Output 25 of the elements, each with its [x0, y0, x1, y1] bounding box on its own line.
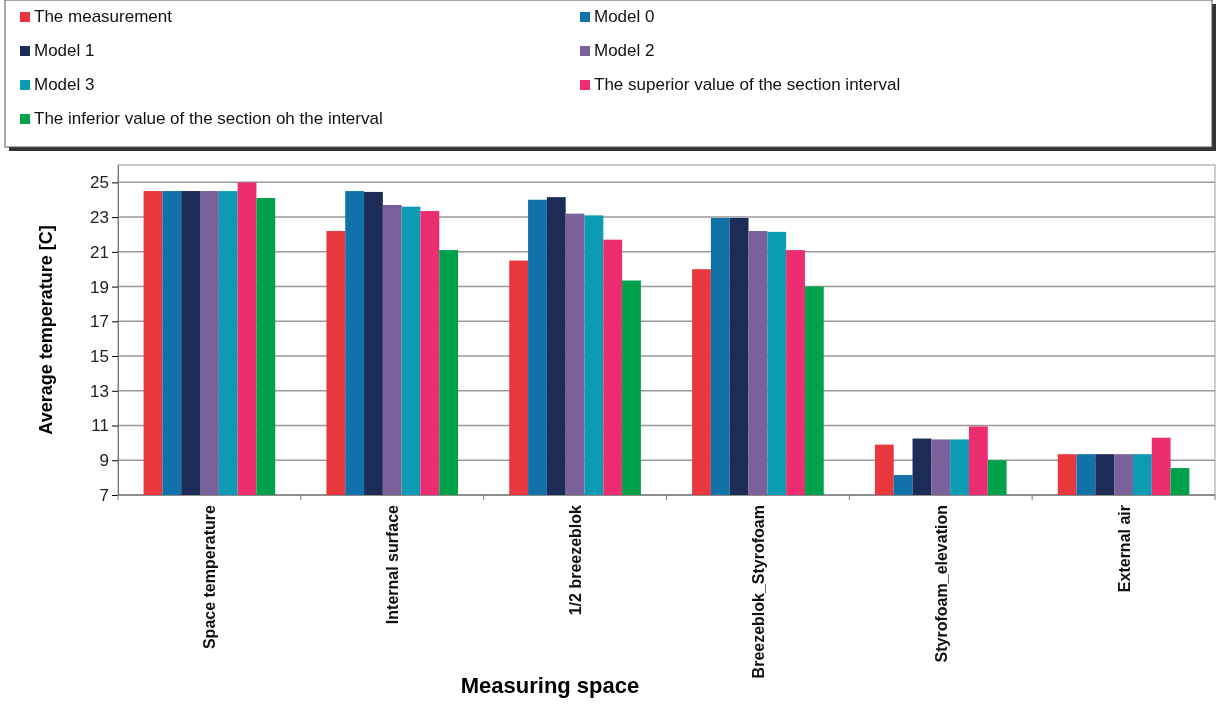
legend-label: Model 3 [34, 75, 95, 94]
legend-label: The superior value of the section interval [594, 75, 901, 94]
y-tick-label: 17 [90, 312, 109, 332]
y-tick-label: 19 [90, 277, 109, 297]
legend-label: The measurement [34, 7, 173, 26]
y-axis-title: Average temperature [C] [36, 225, 56, 435]
y-tick-label: 25 [90, 173, 109, 193]
y-tick-label: 13 [90, 381, 109, 401]
x-tick-label: 1/2 breezeblok [567, 504, 585, 616]
legend-label: The inferior value of the section oh the interval [34, 109, 383, 128]
legend-label: Model 1 [34, 41, 95, 60]
legend-label: Model 2 [594, 41, 655, 60]
legend-label: Model 0 [594, 7, 655, 26]
y-tick-label: 7 [99, 485, 109, 505]
y-tick-label: 11 [91, 416, 109, 436]
x-tick-label: Breezeblok_Styrofoam [749, 505, 767, 679]
y-tick-label: 23 [90, 208, 109, 228]
x-tick-label: Styrofoam_elevation [932, 505, 950, 663]
y-tick-label: 9 [99, 451, 109, 471]
x-tick-label: Internal surface [384, 504, 402, 625]
x-tick-label: External air [1115, 505, 1133, 593]
x-axis-title: Measuring space [460, 673, 640, 698]
x-tick-label: Space temperature [201, 504, 219, 650]
y-tick-label: 15 [90, 346, 109, 366]
y-tick-label: 21 [90, 242, 109, 262]
